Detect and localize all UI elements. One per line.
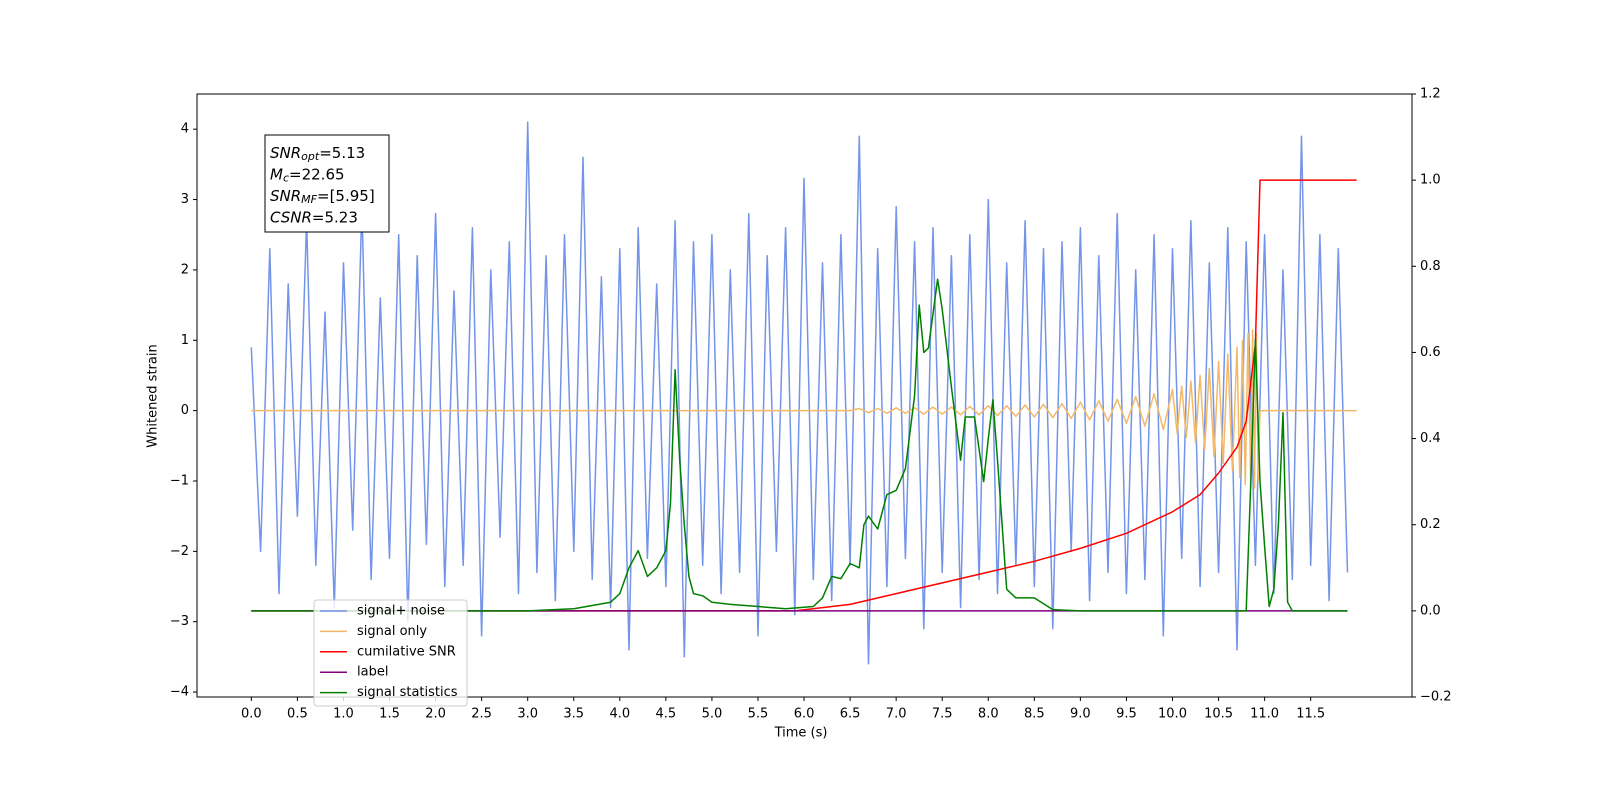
annotation-value: =5.13 (319, 144, 365, 162)
x-tick-label: 8.0 (978, 707, 999, 722)
annotation-value: =5.23 (312, 208, 358, 226)
x-tick-label: 2.0 (425, 707, 446, 722)
x-tick-label: 11.0 (1250, 707, 1279, 722)
y2-tick-label: 1.2 (1420, 87, 1441, 102)
legend-label: cumilative SNR (357, 644, 456, 659)
annotation-box (264, 134, 390, 233)
x-tick-label: 11.5 (1296, 707, 1325, 722)
x-tick-label: 4.5 (656, 707, 677, 722)
x-axis-label: Time (s) (774, 726, 828, 741)
x-tick-label: 0.0 (241, 707, 262, 722)
y2-tick-label: 0.6 (1420, 345, 1441, 360)
x-tick-label: 10.0 (1158, 707, 1187, 722)
legend-label: label (357, 665, 388, 680)
annotation-symbol: SNR (270, 187, 301, 205)
legend-label: signal only (357, 624, 427, 639)
annotation-subscript: opt (301, 150, 320, 163)
x-tick-label: 7.5 (932, 707, 953, 722)
legend: signal+ noise signal only cumilative SNR la… (313, 599, 468, 707)
y2-tick-label: 0.8 (1420, 259, 1441, 274)
x-tick-label: 1.5 (379, 707, 400, 722)
x-tick-label: 7.0 (886, 707, 907, 722)
annotation-value: =[5.95] (317, 187, 375, 205)
y2-tick-label: 0.0 (1420, 603, 1441, 618)
y-tick-label: −4 (170, 685, 189, 700)
y2-tick-label: 1.0 (1420, 173, 1441, 188)
y2-tick-label: −0.2 (1420, 690, 1452, 705)
x-tick-label: 4.0 (609, 707, 630, 722)
legend-label: signal statistics (357, 685, 458, 700)
y-tick-label: −3 (170, 614, 189, 629)
y-tick-label: 0 (181, 403, 189, 418)
x-tick-label: 3.0 (517, 707, 538, 722)
x-tick-label: 5.5 (748, 707, 769, 722)
x-tick-label: 8.5 (1024, 707, 1045, 722)
series-line (251, 278, 1348, 612)
y-axis-label: Whitened strain (146, 344, 161, 447)
x-tick-label: 9.0 (1070, 707, 1091, 722)
x-tick-label: 5.0 (702, 707, 723, 722)
legend-box (313, 599, 468, 707)
y-tick-label: −2 (170, 544, 189, 559)
x-tick-label: 6.0 (794, 707, 815, 722)
series-line (251, 328, 1357, 489)
x-tick-label: 9.5 (1116, 707, 1137, 722)
annotation-subscript: c (283, 172, 289, 185)
annotation-line: Mc=22.65 (270, 165, 345, 185)
series-line (250, 121, 1349, 665)
x-tick-label: 10.5 (1204, 707, 1233, 722)
y-tick-label: 3 (181, 192, 189, 207)
x-tick-label: 2.5 (471, 707, 492, 722)
annotation-symbol: CSNR (270, 208, 312, 226)
y-tick-label: −1 (170, 473, 189, 488)
x-tick-label: 6.5 (840, 707, 861, 722)
annotation-line: SNRMF=[5.95] (270, 187, 375, 207)
x-tick-label: 0.5 (287, 707, 308, 722)
y2-tick-label: 0.2 (1420, 517, 1441, 532)
annotation-subscript: MF (301, 193, 317, 206)
annotation-line: CSNR=5.23 (270, 208, 358, 226)
y2-tick-label: 0.4 (1420, 431, 1441, 446)
annotation-line: SNRopt=5.13 (270, 144, 365, 164)
annotation-symbol: SNR (270, 144, 301, 162)
annotation-value: =22.65 (289, 165, 345, 183)
annotation-symbol: M (270, 165, 283, 183)
plot-frame (196, 93, 1413, 698)
y-tick-label: 1 (181, 333, 189, 348)
y-tick-label: 4 (181, 122, 189, 137)
x-tick-label: 3.5 (563, 707, 584, 722)
x-tick-label: 1.0 (333, 707, 354, 722)
y-tick-label: 2 (181, 262, 189, 277)
series-line (251, 179, 1357, 612)
legend-label: signal+ noise (357, 604, 445, 619)
